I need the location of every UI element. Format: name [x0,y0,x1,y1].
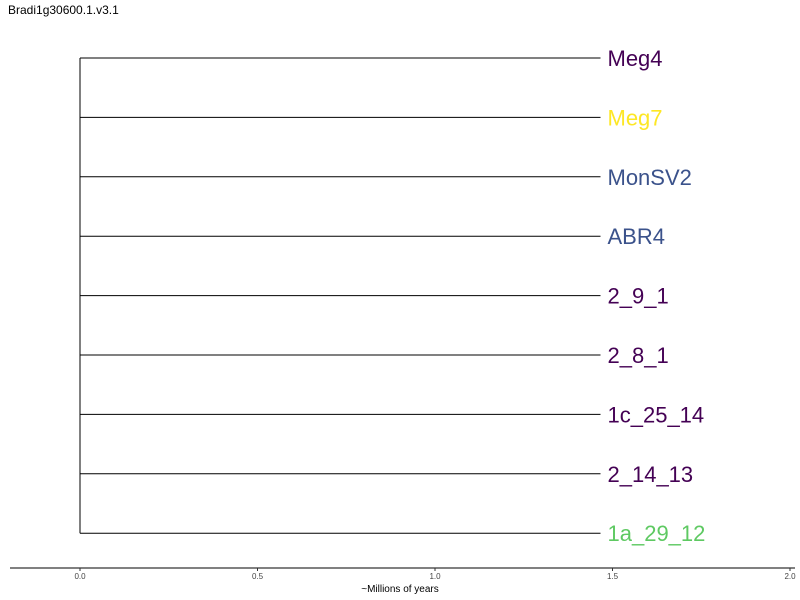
tip-label: Meg4 [608,46,663,71]
x-tick-label: 1.5 [607,572,619,581]
tip-label: 1a_29_12 [608,521,706,546]
tip-label: 2_8_1 [608,343,669,368]
tree-branches [79,57,601,534]
tip-label: MonSV2 [608,165,692,190]
tree-tip-labels: Meg4 Meg7 MonSV2 ABR4 2_9_1 2_8_1 1c_25_14 2_14… [608,46,706,546]
page-title: Bradi1g30600.1.v3.1 [8,3,119,17]
tip-label: Meg7 [608,105,663,130]
tip-label: ABR4 [608,224,665,249]
x-axis-title: ~Millions of years [361,584,439,595]
x-axis: 0.0 0.5 1.0 1.5 2.0 ~Millions of years [10,567,796,595]
tip-label: 2_14_13 [608,462,694,487]
tip-label: 2_9_1 [608,284,669,309]
x-axis-ticks: 0.0 0.5 1.0 1.5 2.0 [74,568,796,581]
x-tick-label: 0.5 [252,572,264,581]
tip-label: 1c_25_14 [608,402,705,427]
x-tick-label: 2.0 [784,572,796,581]
x-tick-label: 1.0 [429,572,441,581]
x-tick-label: 0.0 [74,572,86,581]
